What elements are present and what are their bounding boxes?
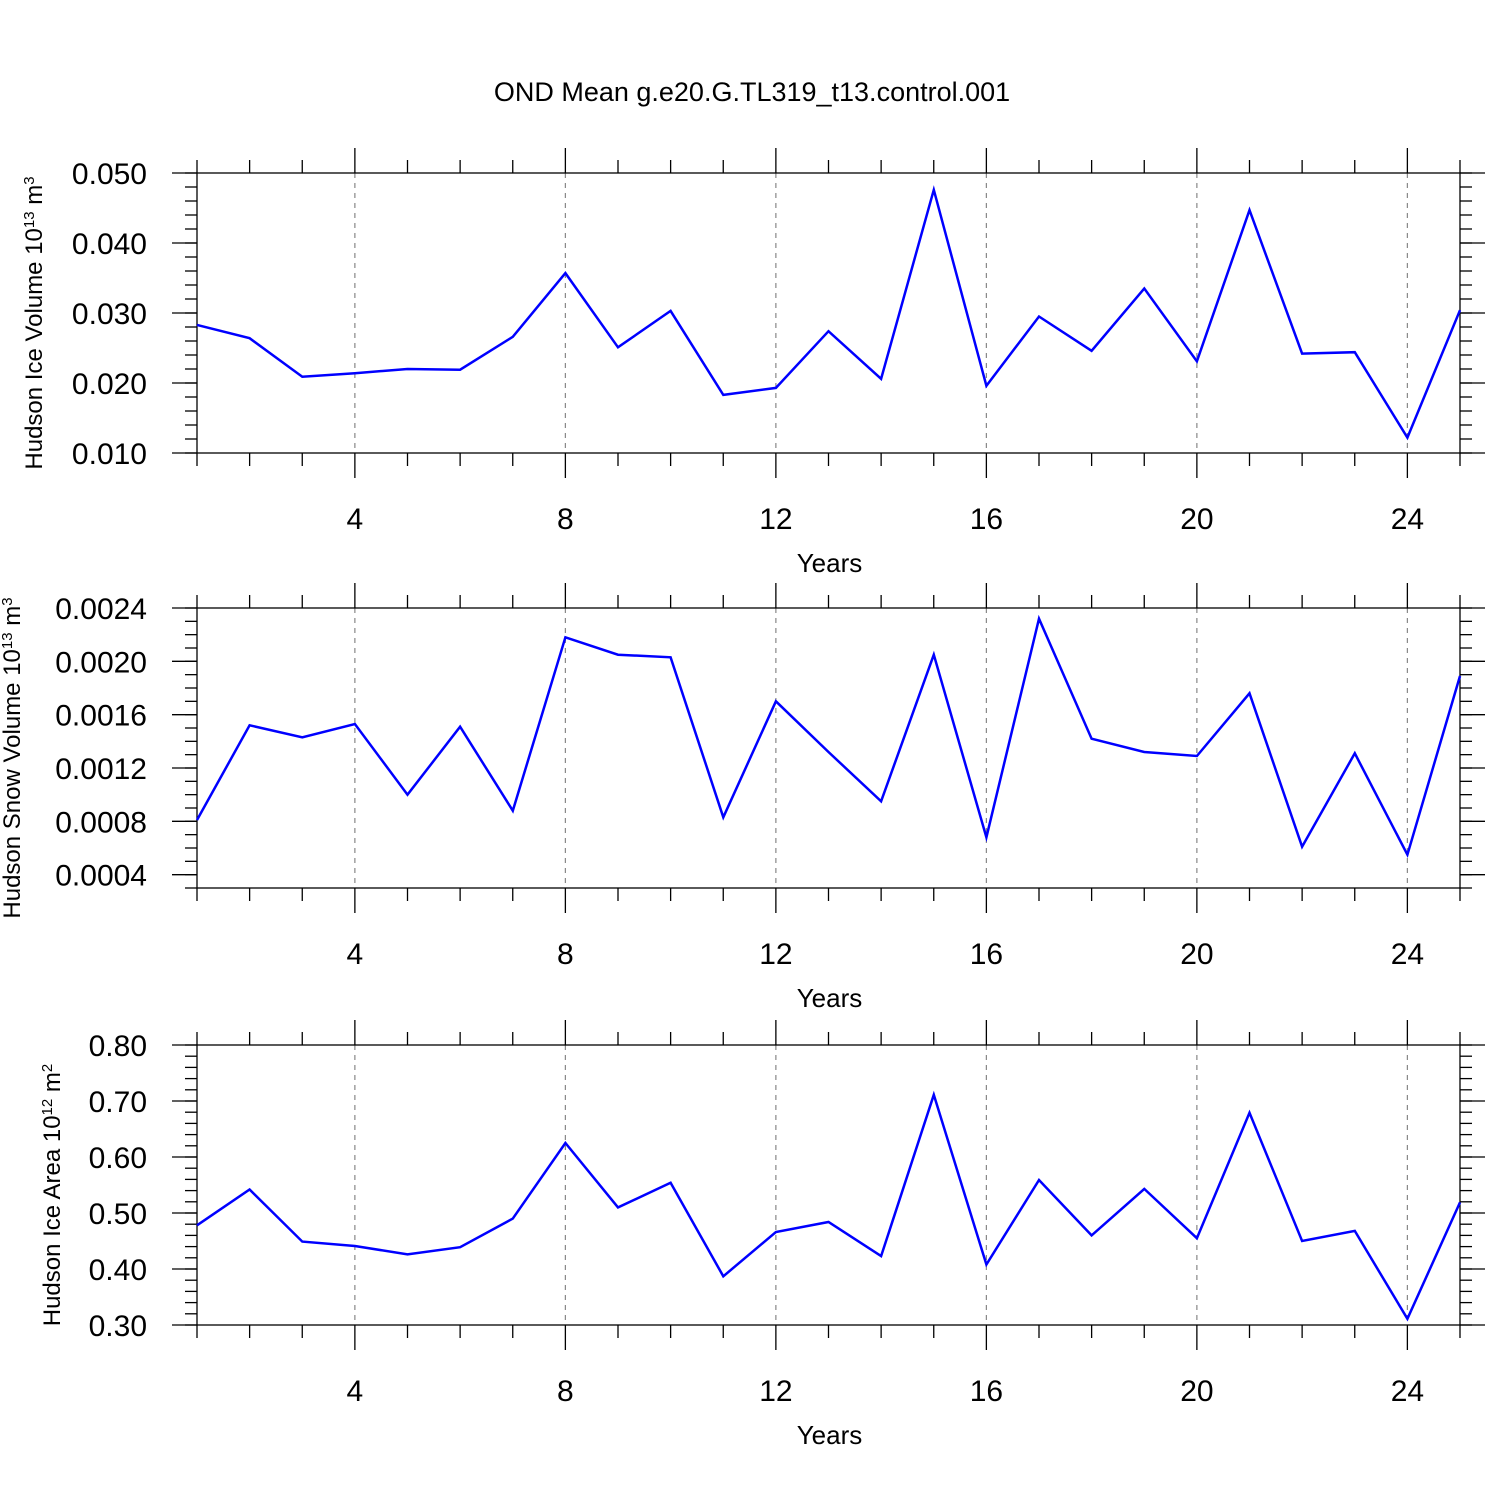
y-tick-label: 0.0012	[55, 753, 147, 786]
series-line	[195, 614, 1462, 859]
y-axis-label-exponent: 13	[21, 211, 38, 228]
x-tick-label: 20	[1180, 1375, 1213, 1408]
y-tick-label: 0.0024	[55, 593, 147, 626]
x-tick-label: 12	[759, 503, 792, 536]
y-axis-label-exponent: 2	[39, 1064, 56, 1072]
y-tick-label: 0.0008	[55, 806, 147, 839]
y-tick-label: 0.80	[89, 1030, 147, 1063]
x-tick-label: 8	[557, 938, 574, 971]
y-axis-label-exponent: 13	[0, 632, 16, 649]
x-tick-label: 12	[759, 1375, 792, 1408]
y-axis-label-exponent: 3	[0, 597, 16, 605]
y-axis-label-text: m	[39, 1072, 66, 1099]
x-tick-label: 24	[1391, 1375, 1424, 1408]
x-axis-label: Years	[797, 983, 863, 1013]
plot-frame	[196, 607, 1461, 889]
y-tick-label: 0.50	[89, 1198, 147, 1231]
x-tick-label: 20	[1180, 503, 1213, 536]
y-tick-label: 0.0020	[55, 646, 147, 679]
x-axis-label: Years	[797, 548, 863, 578]
y-axis-label-text: m	[21, 185, 48, 212]
x-tick-label: 4	[347, 938, 364, 971]
panel-3: 0.30 0.40 0.50 0.60 0.70 0.80 4 8 12 16 20 24 Years H…	[39, 1020, 1485, 1450]
y-tick-label: 0.010	[72, 438, 147, 471]
y-axis-label-text: Hudson Ice Volume 10	[21, 228, 48, 470]
y-tick-label: 0.0016	[55, 700, 147, 733]
x-tick-label: 8	[557, 1375, 574, 1408]
y-axis-label-text: Hudson Ice Area 10	[39, 1115, 66, 1326]
x-axis-label: Years	[797, 1420, 863, 1450]
y-axis-label-text: Hudson Snow Volume 10	[0, 649, 26, 919]
panel-2: 0.0004 0.0008 0.0012 0.0016 0.0020 0.0024 4 8 12…	[0, 583, 1485, 1013]
y-axis-label-text: m	[0, 606, 26, 633]
y-tick-label: 0.60	[89, 1142, 147, 1175]
x-tick-label: 24	[1391, 503, 1424, 536]
series-line	[196, 1090, 1462, 1322]
y-axis-label: Hudson Snow Volume 1013 m3	[0, 597, 26, 918]
y-tick-label: 0.70	[89, 1086, 147, 1119]
panel-1: 0.010 0.020 0.030 0.040 0.050 4 8 12 16 20 24 Years…	[21, 148, 1485, 578]
figure-title: OND Mean g.e20.G.TL319_t13.control.001	[494, 77, 1010, 107]
y-tick-label: 0.0004	[55, 860, 147, 893]
x-tick-label: 4	[347, 503, 364, 536]
x-tick-label: 20	[1180, 938, 1213, 971]
series-line	[196, 185, 1462, 441]
y-tick-label: 0.050	[72, 158, 147, 191]
x-tick-label: 16	[970, 503, 1003, 536]
y-tick-label: 0.30	[89, 1310, 147, 1343]
plot-frame	[196, 172, 1461, 454]
y-axis-label: Hudson Ice Volume 1013 m3	[21, 176, 49, 469]
y-tick-label: 0.030	[72, 298, 147, 331]
y-tick-label: 0.020	[72, 368, 147, 401]
y-axis-label-exponent: 12	[39, 1099, 56, 1116]
x-tick-label: 4	[347, 1375, 364, 1408]
x-tick-label: 16	[970, 1375, 1003, 1408]
x-tick-label: 12	[759, 938, 792, 971]
x-tick-label: 8	[557, 503, 574, 536]
y-tick-label: 0.40	[89, 1254, 147, 1287]
y-axis-label-exponent: 3	[21, 176, 38, 184]
plot-frame	[196, 1044, 1461, 1326]
x-tick-label: 24	[1391, 938, 1424, 971]
x-tick-label: 16	[970, 938, 1003, 971]
y-tick-label: 0.040	[72, 228, 147, 261]
y-axis-label: Hudson Ice Area 1012 m2	[39, 1064, 67, 1327]
